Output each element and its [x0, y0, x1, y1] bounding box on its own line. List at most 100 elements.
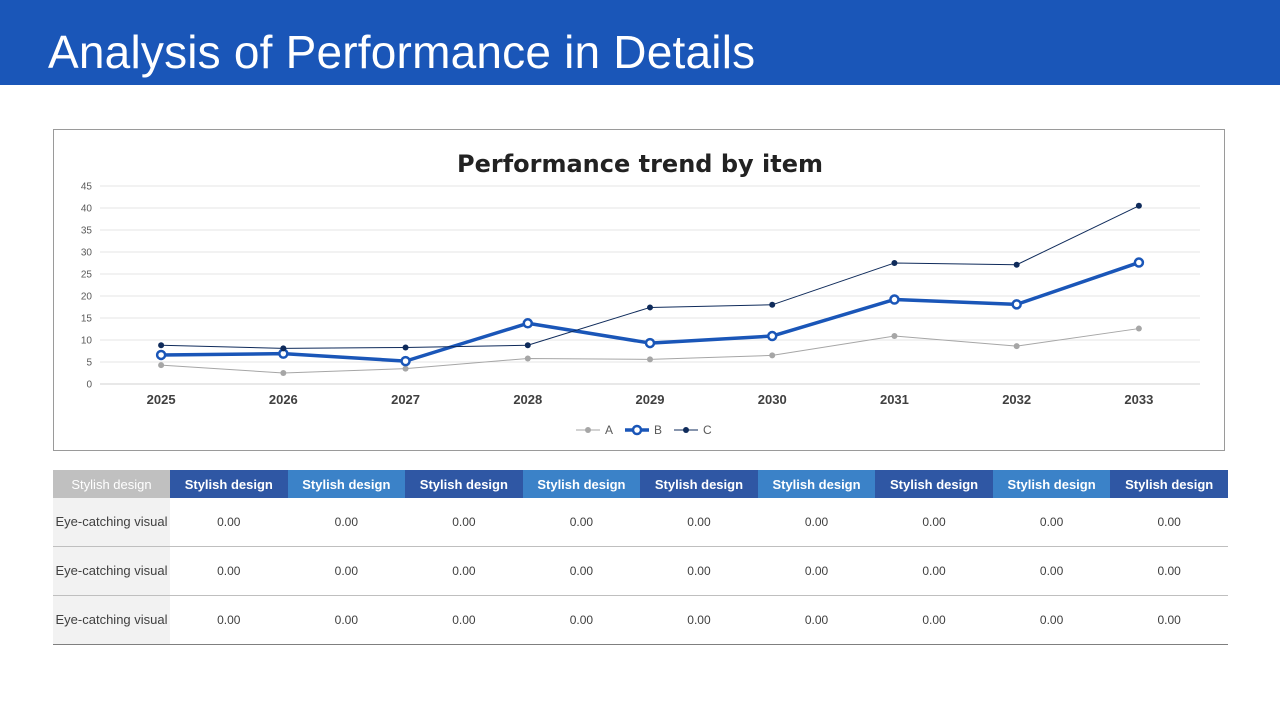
legend-label: B [654, 423, 662, 437]
y-tick-label: 15 [81, 314, 93, 325]
series-A [158, 325, 1142, 376]
chart-title: Performance trend by item [457, 150, 823, 178]
table-cell: 0.00 [522, 498, 641, 547]
y-tick-label: 0 [86, 380, 92, 391]
table-header-row: Stylish design Stylish design Stylish de… [53, 470, 1228, 498]
data-point [1135, 202, 1142, 209]
row-label: Eye-catching visual [53, 595, 170, 645]
x-tick-label: 2028 [513, 392, 542, 407]
table-cell: 0.00 [1110, 546, 1228, 596]
y-tick-label: 25 [81, 270, 93, 281]
table-header-cell: Stylish design [875, 470, 993, 498]
x-tick-label: 2031 [880, 392, 909, 407]
data-point [524, 342, 531, 349]
table-header-cell: Stylish design [170, 470, 288, 498]
x-tick-label: 2033 [1124, 392, 1153, 407]
table-cell: 0.00 [1110, 498, 1228, 547]
table-cell: 0.00 [170, 595, 288, 645]
data-point [1011, 299, 1022, 310]
legend-label: C [703, 423, 712, 437]
table-cell: 0.00 [757, 546, 876, 596]
data-point [769, 352, 776, 359]
line-chart: Performance trend by item 05101520253035… [81, 150, 1200, 437]
table-header-cell: Stylish design [522, 470, 641, 498]
data-point [280, 370, 287, 376]
data-point [402, 344, 409, 351]
y-tick-label: 10 [81, 336, 93, 347]
legend-label: A [605, 423, 613, 437]
data-point [647, 304, 653, 311]
table-cell: 0.00 [875, 546, 993, 596]
table-cell: 0.00 [405, 595, 523, 645]
row-label: Eye-catching visual [53, 498, 170, 547]
table-cell: 0.00 [1110, 595, 1228, 645]
table-cell: 0.00 [992, 546, 1111, 596]
x-tick-label: 2026 [269, 392, 298, 407]
table-header-cell: Stylish design [757, 470, 876, 498]
legend-item: B [625, 423, 662, 437]
table-cell: 0.00 [992, 595, 1111, 645]
data-point [769, 301, 776, 308]
table-cell: 0.00 [640, 498, 758, 547]
data-table: Stylish design Stylish design Stylish de… [53, 470, 1228, 645]
y-tick-label: 45 [81, 182, 93, 193]
data-point [891, 333, 898, 340]
data-point [522, 318, 534, 329]
series-C [158, 202, 1142, 352]
data-point [524, 355, 531, 362]
series-line [161, 205, 1140, 349]
table-cell: 0.00 [640, 595, 758, 645]
page-title: Analysis of Performance in Details [48, 26, 756, 78]
table-cell: 0.00 [287, 595, 406, 645]
table-cell: 0.00 [405, 546, 523, 596]
y-tick-label: 40 [81, 204, 93, 215]
x-tick-label: 2032 [1002, 392, 1031, 407]
data-point [891, 260, 898, 266]
x-tick-label: 2029 [636, 392, 665, 407]
data-point [1133, 257, 1145, 268]
table-cell: 0.00 [640, 546, 758, 596]
y-tick-label: 35 [81, 226, 93, 237]
table-cell: 0.00 [875, 498, 993, 547]
series-line [161, 328, 1139, 374]
x-axis-ticks: 2025 2026 2027 2028 2029 2030 2031 2032 2033 [147, 392, 1154, 407]
table-cell: 0.00 [287, 546, 406, 596]
data-point [400, 355, 411, 367]
table-row: Eye-catching visual 0.00 0.00 0.00 0.00 … [53, 498, 1228, 547]
table-header-cell: Stylish design [287, 470, 406, 498]
y-tick-label: 5 [86, 358, 92, 369]
series-lines [155, 202, 1145, 376]
y-axis-ticks: 0 5 10 15 20 25 30 35 40 45 [81, 182, 93, 391]
table-cell: 0.00 [522, 595, 641, 645]
table-cell: 0.00 [522, 546, 641, 596]
data-point [1013, 261, 1020, 268]
table-header-cell: Stylish design [405, 470, 523, 498]
table-row: Eye-catching visual 0.00 0.00 0.00 0.00 … [53, 546, 1228, 596]
x-tick-label: 2025 [147, 392, 176, 407]
y-tick-label: 20 [81, 292, 93, 303]
chart-container: Performance trend by item 0 5 10 15 20 25 30 35… [53, 129, 1225, 451]
header-bar: Analysis of Performance in Details [0, 0, 1280, 85]
data-point [1013, 343, 1020, 350]
legend-marker [683, 427, 689, 433]
data-point [158, 342, 165, 349]
legend-marker [631, 424, 643, 436]
data-point [158, 362, 165, 369]
table-cell: 0.00 [170, 546, 288, 596]
row-label: Eye-catching visual [53, 546, 170, 596]
table-row: Eye-catching visual 0.00 0.00 0.00 0.00 … [53, 595, 1228, 645]
legend-item: A [576, 423, 613, 437]
table-header-cell: Stylish design [992, 470, 1111, 498]
data-point [766, 330, 778, 342]
table-cell: 0.00 [757, 498, 876, 547]
table-header-cell: Stylish design [1110, 470, 1228, 498]
legend: A B C [576, 423, 712, 437]
y-tick-label: 30 [81, 248, 93, 259]
data-point [280, 345, 287, 352]
legend-marker [585, 427, 591, 433]
data-point [1135, 325, 1142, 332]
table-cell: 0.00 [757, 595, 876, 645]
legend-item: C [674, 423, 712, 437]
data-point [889, 294, 900, 305]
table-cell: 0.00 [170, 498, 288, 547]
